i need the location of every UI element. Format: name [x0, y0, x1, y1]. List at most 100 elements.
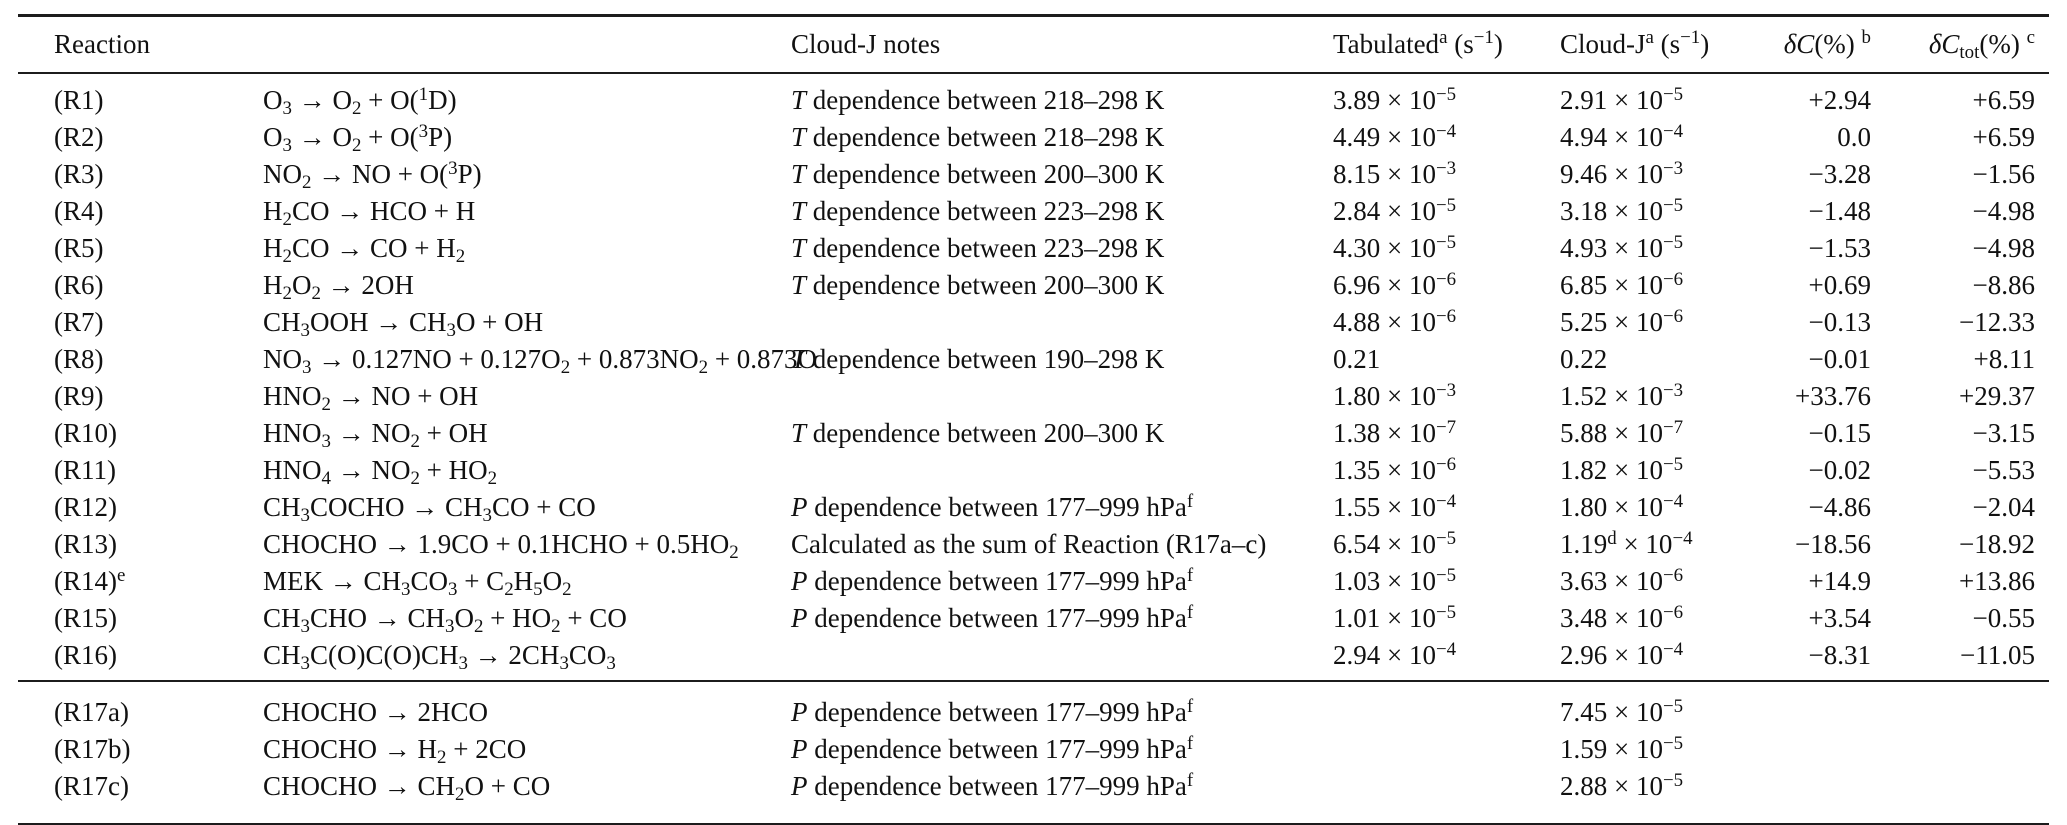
table-row: (R4) H2CO → HCO + H T dependence between… — [18, 193, 2049, 230]
delta-c-value: −0.02 — [1808, 455, 1871, 486]
reaction-formula: NO3 → 0.127NO + 0.127O2 + 0.873NO2 + 0.8… — [263, 344, 818, 379]
reaction-formula: H2CO → CO + H2 — [263, 233, 466, 268]
table-row: (R10) HNO3 → NO2 + OH T dependence betwe… — [18, 415, 2049, 452]
delta-c-tot-value: −11.05 — [1960, 640, 2035, 671]
delta-c-value: −8.31 — [1808, 640, 1871, 671]
delta-c-value: −1.53 — [1808, 233, 1871, 264]
cloudj-note — [791, 304, 1333, 341]
tabulated-value: 1.80 × 10−3 — [1333, 379, 1457, 412]
cloudj-value: 2.91 × 10−5 — [1560, 83, 1684, 116]
reaction-rate-table: Reaction Cloud-J notes Tabulateda (s−1) … — [18, 14, 2049, 825]
cloudj-value: 6.85 × 10−6 — [1560, 268, 1684, 301]
cloudj-note — [791, 452, 1333, 489]
delta-c-tot-value: −12.33 — [1959, 307, 2035, 338]
tabulated-value: 2.94 × 10−4 — [1333, 638, 1457, 671]
delta-c-tot-value: −1.56 — [1972, 159, 2035, 190]
header-row: Reaction Cloud-J notes Tabulateda (s−1) … — [18, 15, 2049, 74]
delta-c-value: +14.9 — [1808, 566, 1871, 597]
reaction-formula: HNO2 → NO + OH — [263, 381, 479, 416]
cloudj-note: P dependence between 177–999 hPaf — [791, 601, 1194, 634]
cloudj-value: 4.94 × 10−4 — [1560, 120, 1684, 153]
cloudj-value: 5.25 × 10−6 — [1560, 305, 1684, 338]
reaction-formula: O3 → O2 + O(3P) — [263, 120, 453, 157]
tabulated-value — [1333, 768, 1560, 825]
cloudj-note: T dependence between 200–300 K — [791, 270, 1165, 301]
delta-c-value: −4.86 — [1808, 492, 1871, 523]
reaction-id: (R10) — [54, 418, 117, 449]
header-delta-c: δC(%) b — [1760, 15, 1875, 74]
cloudj-note — [791, 378, 1333, 415]
delta-c-value: +2.94 — [1808, 85, 1871, 116]
reaction-id: (R3) — [54, 159, 104, 190]
cloudj-value: 3.48 × 10−6 — [1560, 601, 1684, 634]
cloudj-note — [791, 637, 1333, 681]
cloudj-note: T dependence between 223–298 K — [791, 196, 1165, 227]
cloudj-note: T dependence between 223–298 K — [791, 233, 1165, 264]
reaction-formula: CH3OOH → CH3O + OH — [263, 307, 544, 342]
reaction-id: (R16) — [54, 640, 117, 671]
reaction-id: (R7) — [54, 307, 104, 338]
cloudj-note: Calculated as the sum of Reaction (R17a–… — [791, 529, 1267, 560]
tabulated-value: 0.21 — [1333, 344, 1381, 375]
tabulated-value: 4.88 × 10−6 — [1333, 305, 1457, 338]
cloudj-note: T dependence between 200–300 K — [791, 159, 1165, 190]
cloudj-note: T dependence between 190–298 K — [791, 344, 1165, 375]
delta-c-tot-value: +29.37 — [1959, 381, 2035, 412]
delta-c-tot-value: +6.59 — [1972, 122, 2035, 153]
delta-c-value: −1.48 — [1808, 196, 1871, 227]
header-cloudj-notes: Cloud-J notes — [791, 15, 1333, 74]
table-row: (R17b) CHOCHO → H2 + 2CO P dependence be… — [18, 731, 2049, 768]
tabulated-value: 1.35 × 10−6 — [1333, 453, 1457, 486]
cloudj-note: P dependence between 177–999 hPaf — [791, 490, 1194, 523]
reaction-id: (R15) — [54, 603, 117, 634]
table-row: (R12) CH3COCHO → CH3CO + CO P dependence… — [18, 489, 2049, 526]
cloudj-note: P dependence between 177–999 hPaf — [791, 732, 1194, 765]
delta-c-tot-value: +13.86 — [1959, 566, 2035, 597]
cloudj-value: 2.96 × 10−4 — [1560, 638, 1684, 671]
cloudj-note: P dependence between 177–999 hPaf — [791, 564, 1194, 597]
table-row: (R16) CH3C(O)C(O)CH3 → 2CH3CO3 2.94 × 10… — [18, 637, 2049, 681]
tabulated-value: 1.03 × 10−5 — [1333, 564, 1457, 597]
reaction-id: (R6) — [54, 270, 104, 301]
delta-c-value: −0.15 — [1808, 418, 1871, 449]
delta-c-value — [1760, 768, 1875, 825]
tabulated-value — [1333, 731, 1560, 768]
reaction-formula: CHOCHO → H2 + 2CO — [263, 734, 527, 769]
delta-c-tot-value — [1875, 731, 2049, 768]
reaction-id: (R14)e — [54, 564, 126, 597]
table-row: (R13) CHOCHO → 1.9CO + 0.1HCHO + 0.5HO2 … — [18, 526, 2049, 563]
reaction-id: (R2) — [54, 122, 104, 153]
reaction-id: (R17a) — [54, 697, 129, 728]
table-row: (R2) O3 → O2 + O(3P) T dependence betwee… — [18, 119, 2049, 156]
tabulated-value: 4.30 × 10−5 — [1333, 231, 1457, 264]
tabulated-value: 3.89 × 10−5 — [1333, 83, 1457, 116]
cloudj-value: 4.93 × 10−5 — [1560, 231, 1684, 264]
tabulated-value: 2.84 × 10−5 — [1333, 194, 1457, 227]
reaction-id: (R11) — [54, 455, 116, 486]
delta-c-tot-value: −5.53 — [1972, 455, 2035, 486]
cloudj-note: P dependence between 177–999 hPaf — [791, 695, 1194, 728]
table-row: (R7) CH3OOH → CH3O + OH 4.88 × 10−6 5.25… — [18, 304, 2049, 341]
header-cloudj: Cloud-Ja (s−1) — [1560, 15, 1760, 74]
cloudj-value: 1.82 × 10−5 — [1560, 453, 1684, 486]
cloudj-value: 1.59 × 10−5 — [1560, 732, 1684, 765]
reaction-id: (R4) — [54, 196, 104, 227]
tabulated-value: 6.54 × 10−5 — [1333, 527, 1457, 560]
cloudj-value: 5.88 × 10−7 — [1560, 416, 1684, 449]
cloudj-value: 7.45 × 10−5 — [1560, 695, 1684, 728]
reaction-formula: CHOCHO → CH2O + CO — [263, 771, 551, 806]
delta-c-value: −0.01 — [1808, 344, 1871, 375]
delta-c-tot-value: +8.11 — [1973, 344, 2035, 375]
reaction-formula: CH3COCHO → CH3CO + CO — [263, 492, 596, 527]
cloudj-note: P dependence between 177–999 hPaf — [791, 769, 1194, 802]
cloudj-value: 1.19d × 10−4 — [1560, 527, 1693, 560]
delta-c-tot-value — [1875, 681, 2049, 731]
tabulated-value: 1.38 × 10−7 — [1333, 416, 1457, 449]
delta-c-tot-value: −3.15 — [1972, 418, 2035, 449]
table-row: (R3) NO2 → NO + O(3P) T dependence betwe… — [18, 156, 2049, 193]
delta-c-tot-value: −18.92 — [1959, 529, 2035, 560]
cloudj-note: T dependence between 218–298 K — [791, 122, 1165, 153]
cloudj-value: 1.80 × 10−4 — [1560, 490, 1684, 523]
reaction-id: (R1) — [54, 85, 104, 116]
